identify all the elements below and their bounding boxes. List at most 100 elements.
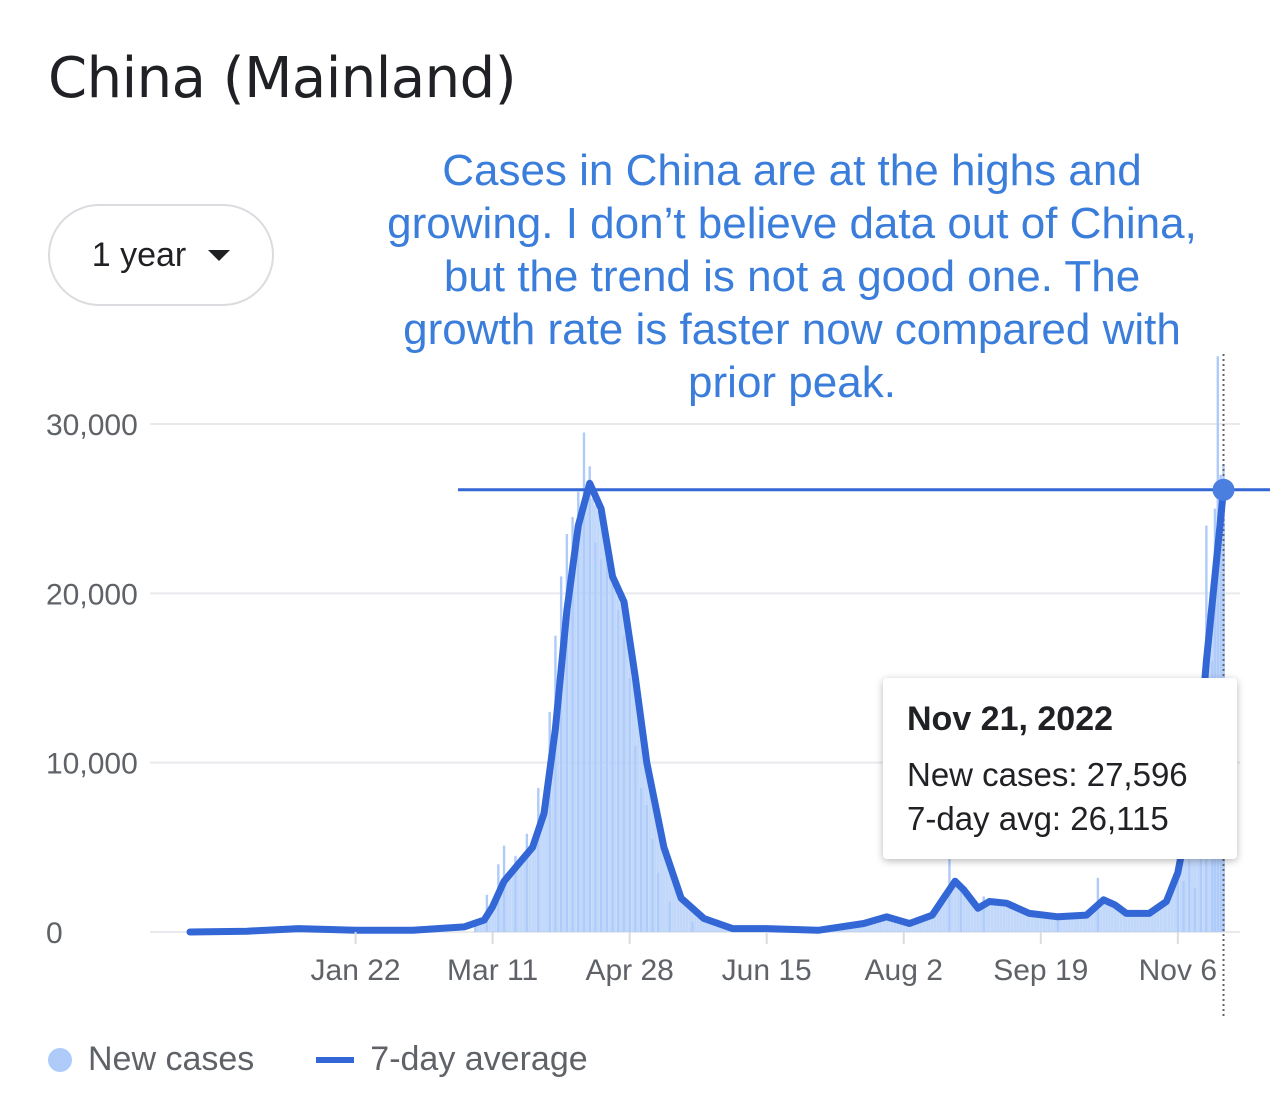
bar [1150, 911, 1154, 932]
bar [976, 908, 980, 932]
chevron-down-icon [208, 249, 231, 261]
bar [562, 645, 566, 932]
bar [1190, 795, 1194, 932]
avg-line [186, 479, 1227, 936]
bar [962, 890, 966, 932]
bar [1059, 916, 1063, 932]
bar [922, 918, 926, 932]
bar [945, 894, 948, 932]
bar [508, 875, 512, 932]
bar [653, 807, 657, 932]
time-range-dropdown[interactable]: 1 year [48, 204, 274, 306]
chart-tooltip: Nov 21, 2022 New cases: 27,596 7-day avg… [883, 678, 1237, 859]
bar [539, 824, 543, 932]
bar [1127, 913, 1131, 932]
x-tick-label: Sep 19 [993, 954, 1088, 987]
bar [568, 595, 572, 932]
bar [865, 922, 869, 932]
x-tick-label: Mar 11 [447, 954, 538, 987]
bar [474, 923, 477, 932]
bar [1199, 855, 1202, 932]
bar [1030, 914, 1034, 932]
bar [1167, 895, 1171, 932]
y-tick-label: 20,000 [46, 578, 138, 611]
bar [696, 913, 700, 932]
bar [1142, 913, 1145, 932]
tooltip-new-cases: New cases: 27,596 [907, 756, 1188, 793]
bar [602, 533, 606, 932]
bar [1119, 909, 1123, 932]
bar [1079, 915, 1083, 932]
bar [594, 542, 597, 932]
bar [890, 918, 894, 932]
bar [1016, 908, 1020, 932]
bar [548, 711, 551, 932]
bar [613, 589, 617, 932]
bar [1067, 916, 1071, 932]
bar [859, 924, 863, 932]
bar [537, 788, 540, 932]
bar [1105, 901, 1108, 932]
bar [896, 920, 900, 932]
bar [591, 498, 594, 932]
bar [534, 840, 537, 932]
legend-avg: 7-day average [370, 1040, 588, 1078]
bar [1062, 916, 1066, 932]
bar [691, 908, 694, 932]
bar [708, 920, 712, 932]
bar [1179, 859, 1183, 932]
bar [556, 703, 560, 932]
bar [1099, 902, 1103, 932]
bar [608, 566, 612, 932]
bar [476, 922, 480, 932]
bar [876, 919, 880, 932]
annotation-line: growing. I don’t believe data out of Chi… [387, 199, 1197, 248]
bar [1184, 830, 1188, 932]
bar [1047, 916, 1051, 932]
bar [988, 902, 991, 932]
bar [1093, 907, 1097, 932]
bar [479, 921, 483, 932]
bar [882, 917, 886, 932]
bar [942, 898, 946, 932]
bar [605, 542, 609, 932]
bar [519, 862, 523, 932]
bar [1188, 833, 1191, 932]
bar [682, 901, 686, 932]
bar [559, 576, 563, 932]
bar [1042, 915, 1046, 932]
bar [868, 922, 871, 932]
x-tick-label: Jun 15 [722, 954, 812, 987]
bar [585, 502, 589, 932]
bar [873, 920, 877, 932]
bar [693, 911, 697, 932]
bar [645, 805, 648, 932]
annotation-line: growth rate is faster now compared with [403, 305, 1181, 354]
bar [1007, 905, 1011, 932]
bar [542, 815, 546, 932]
bar [1136, 913, 1140, 932]
bar [1022, 911, 1026, 932]
bar [1087, 912, 1091, 932]
bar [965, 894, 968, 932]
bar [973, 905, 977, 932]
bar [636, 703, 640, 932]
y-tick-label: 10,000 [46, 748, 138, 781]
bar [1036, 914, 1040, 932]
bar [879, 918, 883, 932]
bar [1125, 913, 1128, 932]
bar [619, 602, 623, 932]
highlight-point [1212, 478, 1235, 501]
annotation-text: Cases in China are at the highs and grow… [330, 144, 1254, 409]
bar [888, 917, 891, 932]
bar [631, 664, 634, 932]
bar [642, 745, 646, 932]
y-tick-label: 0 [46, 917, 63, 950]
bar [1176, 871, 1180, 932]
bar [999, 903, 1003, 932]
bar [982, 896, 985, 932]
bar [910, 922, 914, 932]
bar [990, 902, 994, 932]
bar [494, 900, 497, 932]
